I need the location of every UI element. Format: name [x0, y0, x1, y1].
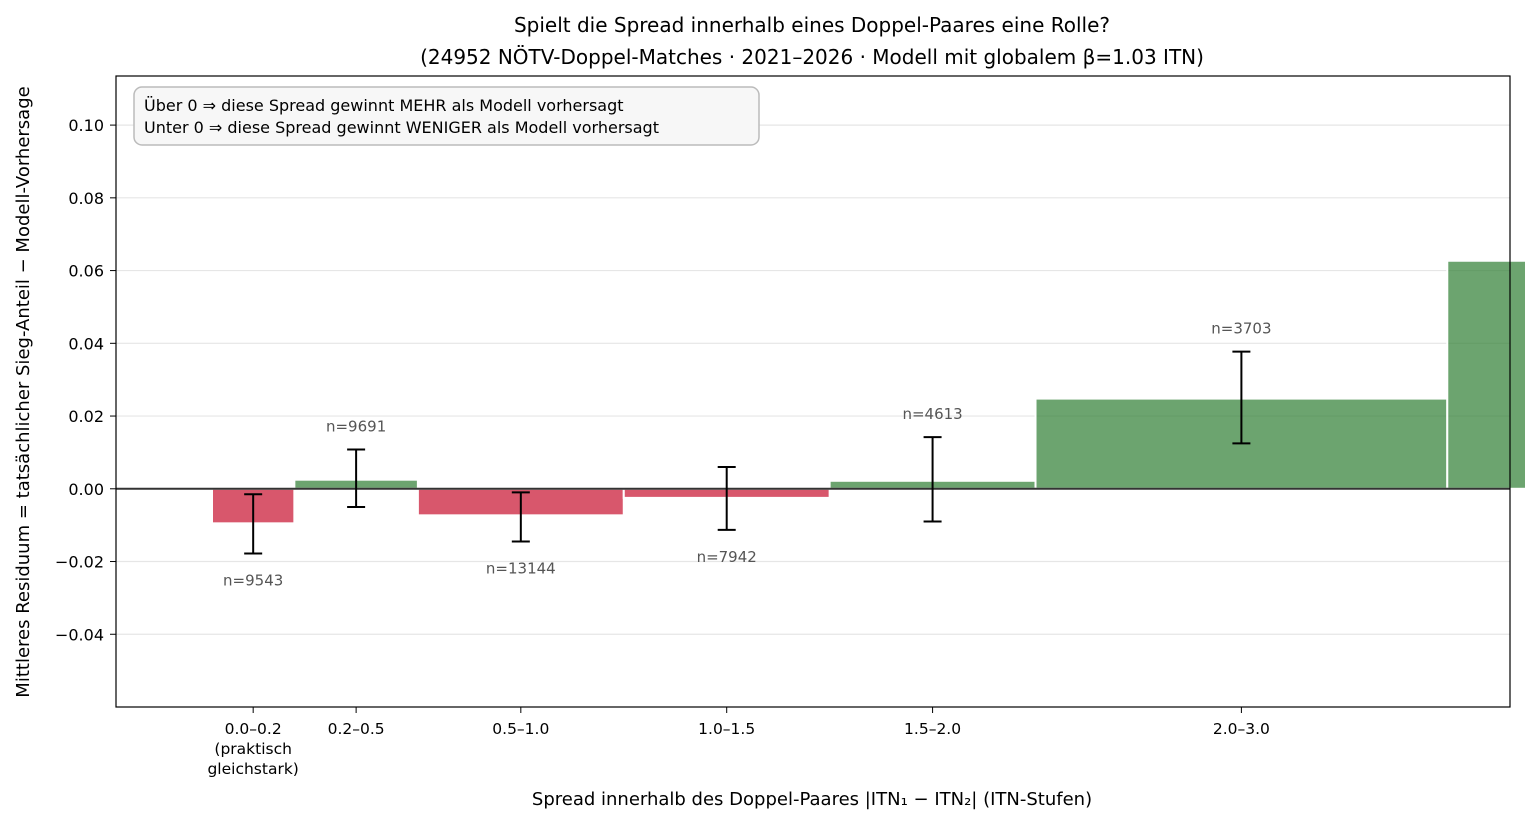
y-axis-label: Mittleres Residuum = tatsächlicher Sieg-…	[13, 86, 34, 697]
bars	[211, 259, 1525, 525]
y-tick-label: 0.08	[68, 189, 104, 208]
x-tick-label: 1.0–1.5	[698, 720, 755, 738]
legend-box-frame	[133, 86, 760, 146]
y-tick-label: 0.10	[68, 116, 104, 135]
x-tick-label: 2.0–3.0	[1213, 720, 1270, 738]
grid-lines	[116, 124, 1510, 635]
y-ticks: −0.04 −0.02 0.00 0.02 0.04 0.06 0.08 0.10	[55, 116, 116, 644]
y-tick-label: −0.04	[55, 625, 104, 644]
sample-size-label: n=9543	[223, 572, 283, 590]
legend-box: Über 0 ⇒ diese Spread gewinnt MEHR als M…	[133, 86, 760, 146]
y-tick-label: −0.02	[55, 553, 104, 572]
x-tick-label: 0.5–1.0	[492, 720, 549, 738]
x-tick-label: 0.0–0.2	[225, 720, 282, 738]
sample-size-label: n=9691	[326, 418, 386, 436]
sample-size-label: n=13144	[486, 560, 556, 578]
x-tick-label: 0.2–0.5	[328, 720, 385, 738]
x-axis-label: Spread innerhalb des Doppel-Paares |ITN₁…	[532, 789, 1092, 810]
plot-frame	[115, 75, 1511, 708]
sample-size-labels: n=9543n=9691n=13144n=7942n=4613n=3703n=1…	[223, 320, 1271, 590]
sample-size-label: n=3703	[1211, 320, 1271, 338]
sample-size-label: n=4613	[902, 405, 962, 423]
sample-size-label: n=7942	[697, 548, 757, 566]
y-tick-label: 0.06	[68, 262, 104, 281]
y-tick-label: 0.02	[68, 407, 104, 426]
x-ticks: 0.0–0.2 (praktisch gleichstark) 0.2–0.5 0.5–…	[207, 707, 1270, 778]
error-bars	[244, 350, 1251, 555]
bar	[1446, 259, 1525, 490]
y-tick-label: 0.00	[68, 480, 104, 499]
y-tick-label: 0.04	[68, 334, 104, 353]
legend-line-1: Über 0 ⇒ diese Spread gewinnt MEHR als M…	[144, 96, 624, 115]
legend-line-2: Unter 0 ⇒ diese Spread gewinnt WENIGER a…	[144, 118, 659, 137]
x-tick-label: (praktisch	[214, 740, 292, 758]
x-tick-label: 1.5–2.0	[904, 720, 961, 738]
x-tick-label: gleichstark)	[207, 760, 298, 778]
chart-title-line1: Spielt die Spread innerhalb eines Doppel…	[514, 13, 1110, 37]
chart-title-line2: (24952 NÖTV-Doppel-Matches · 2021–2026 ·…	[420, 45, 1204, 69]
